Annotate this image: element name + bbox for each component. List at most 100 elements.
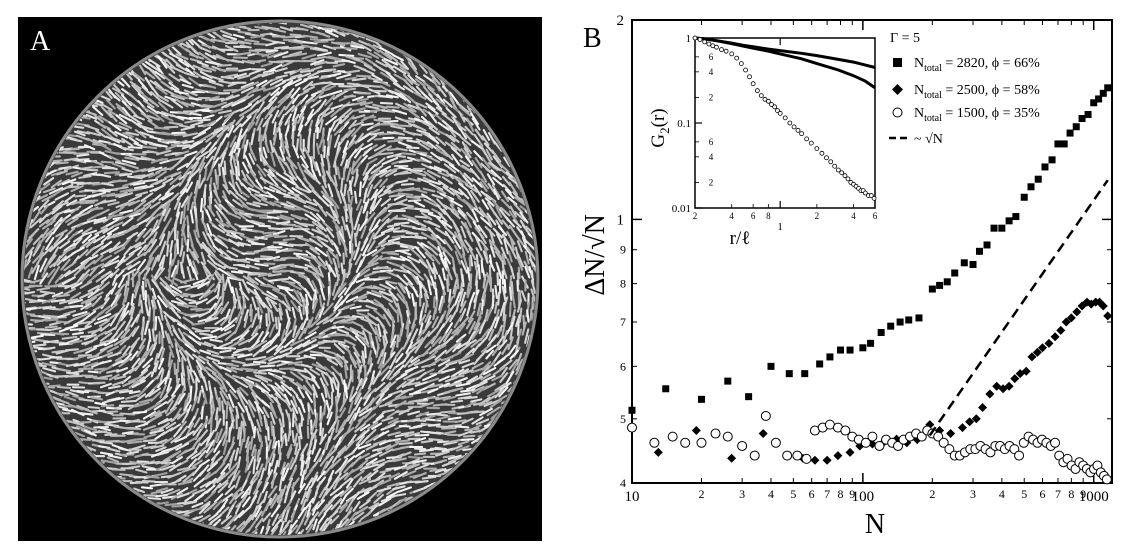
rod [506, 231, 516, 245]
rod [100, 199, 117, 204]
inset-y-title-rest: (r) [648, 108, 669, 127]
rod [314, 246, 328, 257]
data-point-square [975, 247, 983, 255]
data-point-circle [770, 437, 781, 448]
legend-marker-diamond [892, 84, 903, 95]
rod [147, 166, 163, 173]
rod [480, 240, 489, 251]
rod [162, 177, 174, 185]
rod [508, 244, 518, 260]
legend-entry-2-rest: = 2500, ϕ = 58% [942, 83, 1040, 98]
rod [405, 232, 419, 235]
rod [366, 248, 378, 257]
rod [318, 204, 328, 217]
rod [346, 127, 356, 138]
rod [113, 246, 126, 255]
rod [211, 45, 226, 53]
rod [35, 194, 49, 202]
rod [118, 121, 133, 130]
rod [190, 156, 202, 170]
rod [264, 140, 270, 153]
rod [223, 160, 227, 176]
rod [377, 94, 394, 99]
rod [290, 87, 301, 99]
rod [271, 109, 280, 124]
rod [466, 117, 475, 132]
rod [168, 227, 175, 239]
rod [256, 163, 267, 177]
rod [475, 247, 484, 261]
rod [325, 227, 335, 238]
rod [442, 208, 453, 221]
inset-data-point [754, 88, 760, 94]
rod [343, 183, 347, 197]
rod [318, 93, 331, 99]
rod [291, 107, 298, 122]
rod [366, 51, 380, 59]
rod [297, 124, 304, 137]
rod [386, 214, 399, 224]
rod [129, 179, 143, 186]
rod [357, 53, 372, 59]
rod [464, 143, 473, 155]
rod [183, 71, 199, 78]
rod [441, 112, 455, 124]
rod [281, 183, 295, 194]
rod [140, 192, 154, 202]
rod [315, 226, 328, 239]
rod [169, 52, 184, 61]
rod [377, 189, 392, 198]
rod [398, 159, 413, 164]
rod [155, 85, 168, 96]
rod [449, 91, 460, 105]
rod [452, 175, 464, 186]
rod [51, 205, 63, 215]
data-point-diamond [978, 403, 988, 413]
rod [70, 185, 84, 193]
rod [62, 251, 76, 262]
rod [428, 126, 440, 136]
rod [157, 101, 169, 112]
rod [232, 56, 248, 59]
rod [327, 72, 342, 78]
inset-x-minor-tick-label: 4 [851, 211, 856, 221]
rod [301, 98, 314, 109]
rod [176, 162, 189, 171]
rod [437, 85, 447, 98]
rod [134, 168, 147, 173]
rod [414, 207, 430, 212]
inset-x-minor-tick-label: 4 [729, 211, 734, 221]
rod [229, 147, 234, 162]
rod [443, 163, 457, 174]
rod [190, 121, 204, 127]
rod [128, 136, 140, 145]
rod [42, 187, 56, 194]
rod [275, 247, 289, 254]
rod [270, 87, 281, 97]
rod [146, 150, 159, 154]
rod [509, 205, 517, 218]
rod [133, 184, 148, 190]
rod [164, 95, 177, 102]
inset-data-point [738, 61, 744, 66]
rod [415, 104, 427, 117]
rod [459, 106, 472, 117]
rod [189, 209, 194, 224]
rod [248, 152, 256, 165]
rod [371, 148, 386, 158]
rod [417, 177, 430, 184]
data-point-diamond [985, 389, 995, 399]
legend-entry-2: Ntotal = 2500, ϕ = 58% [914, 83, 1040, 101]
rod [141, 185, 154, 190]
rod [173, 93, 188, 100]
rod [274, 67, 288, 73]
rod [322, 139, 326, 152]
rod [239, 25, 252, 30]
inset-data-point [723, 48, 729, 54]
rod [283, 195, 297, 199]
rod [142, 228, 153, 239]
rod [91, 165, 108, 169]
rod [457, 209, 468, 220]
rod [287, 78, 302, 87]
rod [266, 191, 279, 201]
